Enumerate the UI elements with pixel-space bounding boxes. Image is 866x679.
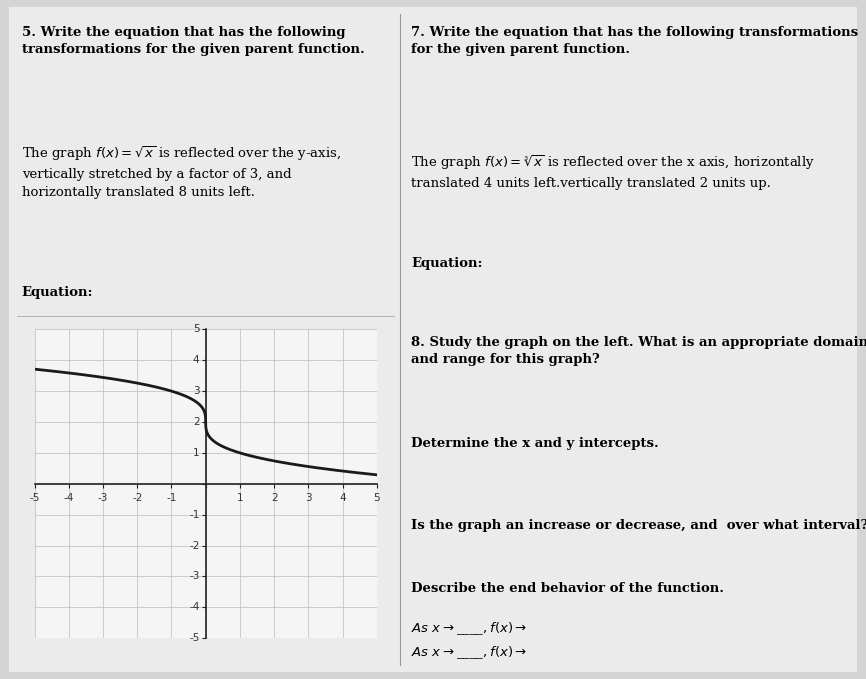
Text: Describe the end behavior of the function.: Describe the end behavior of the functio… [411,583,724,595]
Text: 1: 1 [193,448,199,458]
Text: Determine the x and y intercepts.: Determine the x and y intercepts. [411,437,659,450]
Text: 4: 4 [339,493,346,503]
Text: -4: -4 [189,602,199,612]
Text: The graph $f(x)=\sqrt{x}$ is reflected over the y-axis,
vertically stretched by : The graph $f(x)=\sqrt{x}$ is reflected o… [22,145,340,199]
Text: -2: -2 [132,493,142,503]
Text: Is the graph an increase or decrease, and  over what interval?: Is the graph an increase or decrease, an… [411,519,866,532]
Text: 1: 1 [236,493,243,503]
Text: 5: 5 [373,493,380,503]
Text: The graph $f(x)= \sqrt[3]{x}$ is reflected over the x axis, horizontally
transla: The graph $f(x)= \sqrt[3]{x}$ is reflect… [411,153,815,190]
Text: 3: 3 [193,386,199,396]
Text: -1: -1 [166,493,177,503]
Text: 5: 5 [193,325,199,334]
Text: 3: 3 [305,493,312,503]
Text: Equation:: Equation: [22,287,94,299]
Text: -5: -5 [189,634,199,643]
Text: 5. Write the equation that has the following
transformations for the given paren: 5. Write the equation that has the follo… [22,26,365,56]
Text: 2: 2 [193,417,199,427]
Text: -5: -5 [29,493,40,503]
Text: $As\ x \rightarrow$____$,f(x)\rightarrow$
$As\ x \rightarrow$____$,f(x) \rightar: $As\ x \rightarrow$____$,f(x)\rightarrow… [411,621,527,661]
Text: -1: -1 [189,510,199,519]
Text: 8. Study the graph on the left. What is an appropriate domain
and range for this: 8. Study the graph on the left. What is … [411,336,866,366]
Text: -4: -4 [64,493,74,503]
Text: 2: 2 [271,493,277,503]
Text: -2: -2 [189,540,199,551]
Text: 4: 4 [193,355,199,365]
Text: 7. Write the equation that has the following transformations
for the given paren: 7. Write the equation that has the follo… [411,26,858,56]
Text: -3: -3 [98,493,108,503]
Text: -3: -3 [189,572,199,581]
Text: Equation:: Equation: [411,257,483,270]
